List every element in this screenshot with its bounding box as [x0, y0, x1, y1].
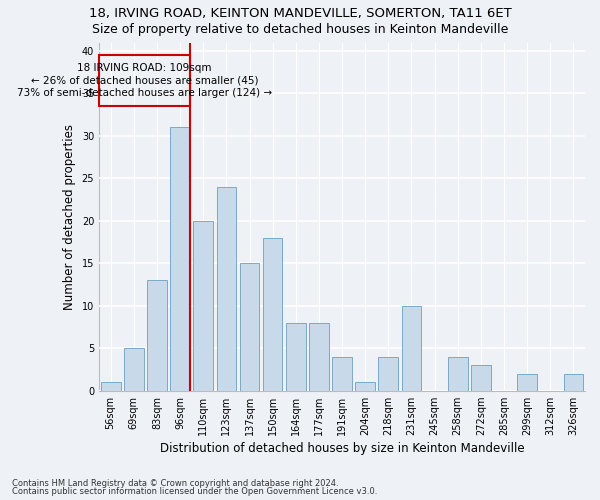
- Bar: [217, 187, 236, 390]
- Bar: [263, 238, 283, 390]
- Bar: [101, 382, 121, 390]
- Bar: [124, 348, 143, 391]
- Bar: [401, 306, 421, 390]
- Bar: [147, 280, 167, 390]
- Bar: [170, 128, 190, 390]
- Bar: [286, 323, 305, 390]
- Bar: [193, 221, 213, 390]
- Text: 18, IRVING ROAD, KEINTON MANDEVILLE, SOMERTON, TA11 6ET: 18, IRVING ROAD, KEINTON MANDEVILLE, SOM…: [89, 8, 511, 20]
- Text: Contains HM Land Registry data © Crown copyright and database right 2024.: Contains HM Land Registry data © Crown c…: [12, 478, 338, 488]
- Bar: [517, 374, 537, 390]
- Text: Size of property relative to detached houses in Keinton Mandeville: Size of property relative to detached ho…: [92, 22, 508, 36]
- Bar: [563, 374, 583, 390]
- Text: 18 IRVING ROAD: 109sqm: 18 IRVING ROAD: 109sqm: [77, 63, 212, 73]
- Bar: [99, 55, 190, 106]
- Bar: [309, 323, 329, 390]
- Bar: [379, 356, 398, 390]
- Bar: [471, 365, 491, 390]
- Text: Contains public sector information licensed under the Open Government Licence v3: Contains public sector information licen…: [12, 487, 377, 496]
- X-axis label: Distribution of detached houses by size in Keinton Mandeville: Distribution of detached houses by size …: [160, 442, 524, 455]
- Y-axis label: Number of detached properties: Number of detached properties: [63, 124, 76, 310]
- Text: ← 26% of detached houses are smaller (45): ← 26% of detached houses are smaller (45…: [31, 76, 258, 86]
- Bar: [355, 382, 375, 390]
- Bar: [239, 264, 259, 390]
- Bar: [448, 356, 467, 390]
- Text: 73% of semi-detached houses are larger (124) →: 73% of semi-detached houses are larger (…: [17, 88, 272, 99]
- Bar: [332, 356, 352, 390]
